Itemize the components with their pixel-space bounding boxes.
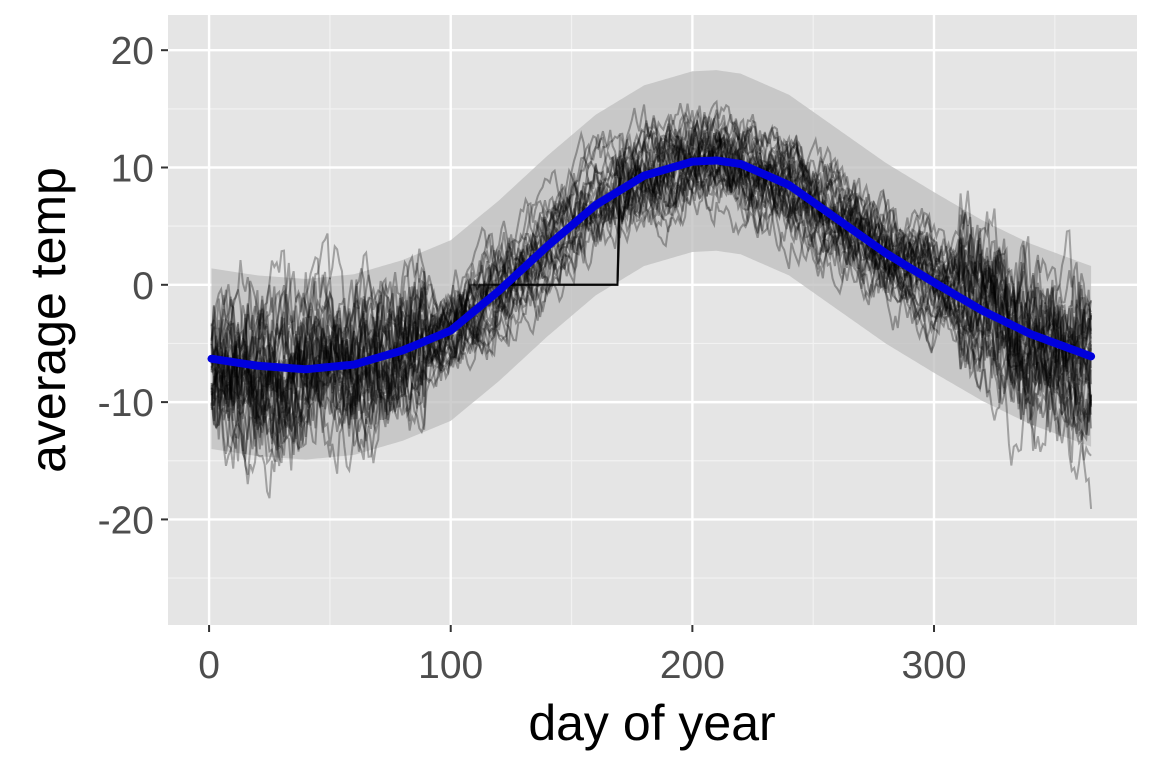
raw-series-line [210, 108, 1093, 476]
raw-series-line [210, 133, 1093, 456]
raw-series-line [211, 103, 1093, 411]
raw-series-line [210, 126, 1093, 404]
y-tick-label: 20 [111, 30, 154, 73]
raw-series-line [210, 132, 1092, 414]
raw-series-line [210, 158, 1093, 448]
x-tick-label: 100 [418, 644, 483, 687]
raw-series-line [210, 131, 1093, 474]
y-tick-label: -10 [98, 382, 154, 425]
y-tick-label: -20 [98, 499, 154, 542]
raw-series-line [210, 125, 1093, 467]
raw-series-line [210, 103, 1093, 414]
y-axis-title: average temp [20, 167, 76, 473]
ticks: 0 100 200 300 -20 -10 0 10 20 [98, 30, 967, 687]
x-tick-label: 200 [660, 644, 725, 687]
raw-series-line [210, 143, 1093, 454]
raw-series-line [210, 119, 1093, 464]
confidence-ribbon [211, 70, 1092, 460]
raw-series-line [210, 133, 1092, 461]
raw-series [210, 99, 1093, 509]
raw-series-line [210, 117, 1093, 471]
raw-series-line [210, 104, 1093, 392]
raw-series-line [210, 115, 1093, 445]
raw-series-line [210, 163, 1092, 449]
fit-curve [207, 156, 1096, 374]
raw-series-line [210, 152, 1093, 452]
x-tick-label: 300 [901, 644, 966, 687]
y-tick-label: 10 [111, 148, 154, 191]
raw-series-line [210, 112, 1093, 451]
x-axis-title: day of year [528, 695, 775, 751]
raw-series-line [211, 150, 1093, 499]
raw-series-line [210, 131, 1092, 436]
x-tick-label: 0 [198, 644, 220, 687]
raw-series-line [210, 117, 1093, 439]
y-tick-label: 0 [132, 265, 154, 308]
raw-series-line [210, 110, 1093, 425]
raw-series-line [210, 128, 1092, 441]
raw-series-line [210, 138, 1093, 509]
raw-series-line [210, 112, 1093, 432]
raw-series-line [210, 129, 1093, 420]
